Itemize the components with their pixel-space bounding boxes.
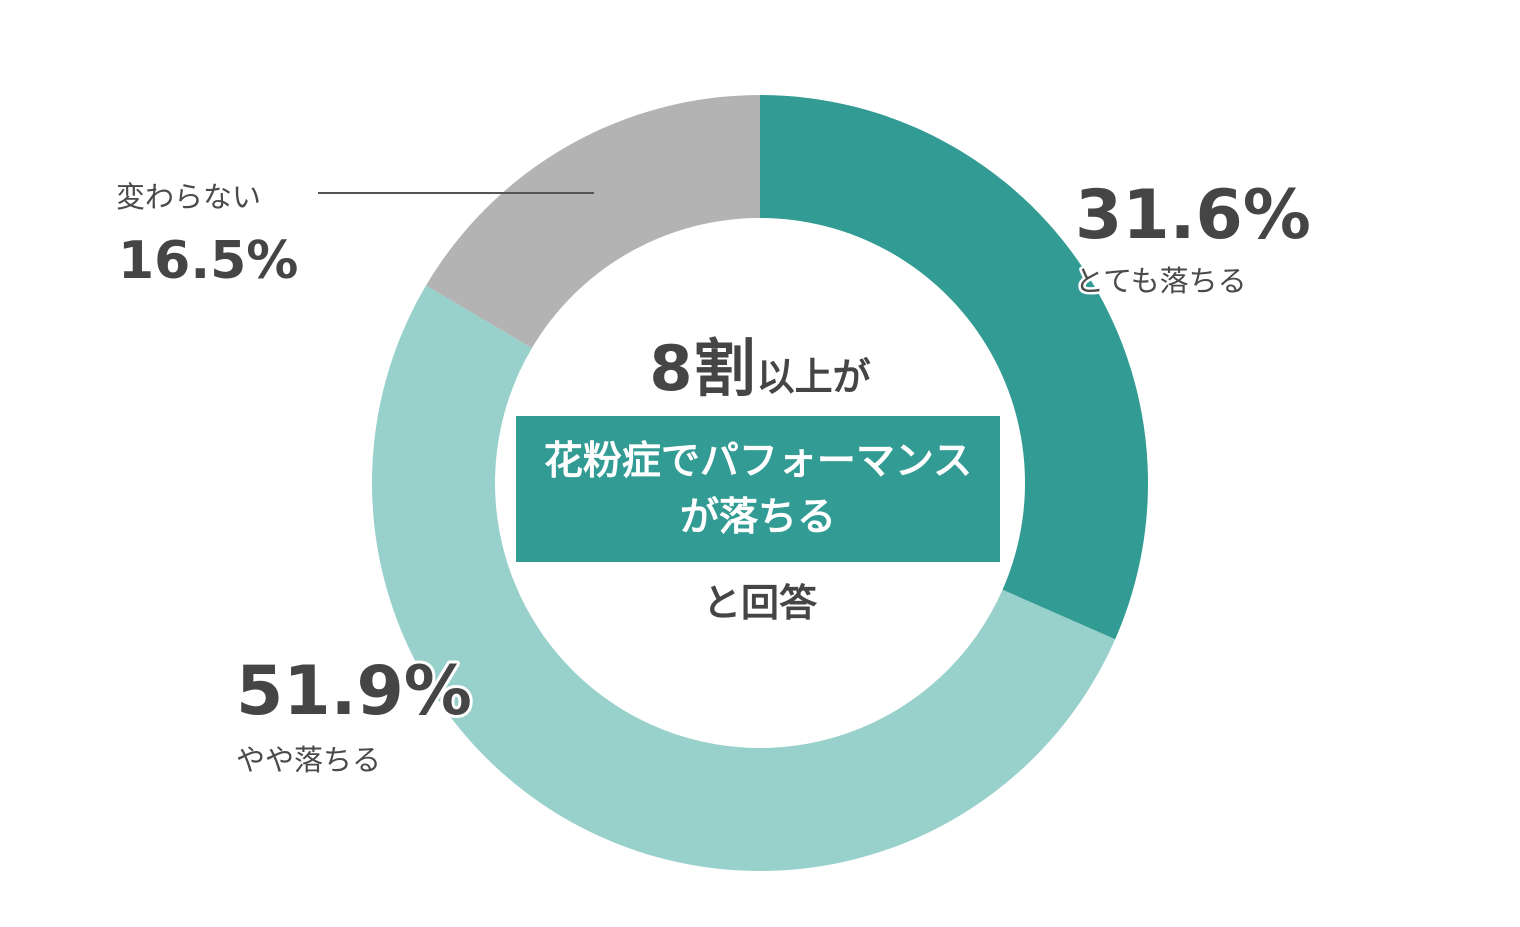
center-answer-text: と回答 xyxy=(702,581,817,625)
pct-label-51-9: 51.9% xyxy=(236,652,472,731)
donut-slice-1 xyxy=(371,285,1116,872)
center-highlight-line2: が落ちる xyxy=(679,495,836,540)
slice-label-kawaranai: 変わらない xyxy=(116,180,261,214)
donut-slices xyxy=(371,95,1148,872)
slice-label-totemo: とても落ちる xyxy=(1075,264,1247,298)
center-highlight-line1: 花粉症でパフォーマンス xyxy=(543,439,973,484)
slice-label-yaya: やや落ちる xyxy=(236,743,381,777)
center-headline-small: 以上が xyxy=(756,355,871,399)
pct-label-16-5: 16.5% xyxy=(118,231,298,291)
center-headline-big: 8割 xyxy=(649,332,757,405)
center-highlight-box: 花粉症でパフォーマンス が落ちる xyxy=(516,416,1000,562)
pct-label-31-6: 31.6% xyxy=(1075,176,1311,255)
donut-slice-2 xyxy=(426,95,760,349)
center-headline: 8割以上が xyxy=(560,318,960,408)
donut-slice-0 xyxy=(760,95,1148,640)
